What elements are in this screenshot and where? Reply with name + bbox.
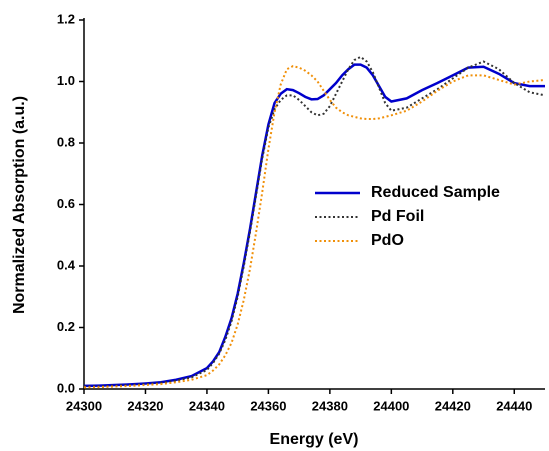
x-tick-label: 24420 [435, 398, 471, 413]
legend-label: Reduced Sample [371, 184, 500, 201]
x-tick-label: 24400 [373, 398, 409, 413]
legend-label: Pd Foil [371, 208, 424, 225]
y-tick-label: 1.2 [57, 11, 75, 26]
series-line [83, 63, 545, 388]
y-tick-label: 0.0 [57, 380, 75, 395]
x-tick-label: 24300 [66, 398, 102, 413]
y-tick-label: 0.6 [57, 196, 75, 211]
x-tick-label: 24440 [496, 398, 532, 413]
y-tick-label: 1.0 [57, 73, 75, 88]
y-tick-label: 0.4 [57, 257, 76, 272]
legend-label: PdO [371, 232, 404, 249]
x-tick-label: 24320 [127, 398, 163, 413]
y-tick-label: 0.2 [57, 319, 75, 334]
x-axis-title: Energy (eV) [270, 431, 359, 448]
y-axis-title: Normalized Absorption (a.u.) [11, 96, 28, 314]
y-tick-label: 0.8 [57, 134, 75, 149]
series-line [83, 55, 546, 388]
x-tick-label: 24360 [250, 398, 286, 413]
x-tick-label: 24340 [189, 398, 225, 413]
series-line [83, 65, 546, 389]
x-tick-label: 24380 [312, 398, 348, 413]
